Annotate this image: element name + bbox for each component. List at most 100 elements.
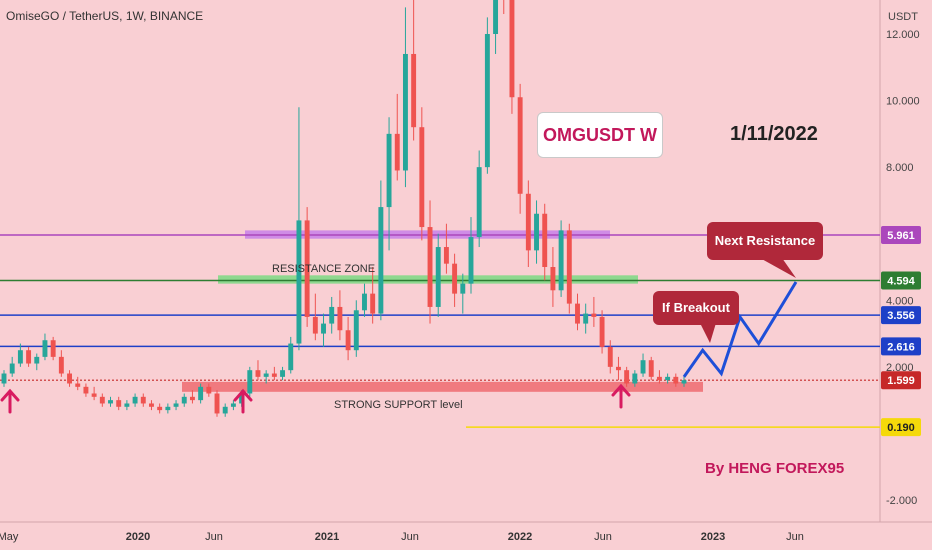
- candle: [247, 366, 253, 397]
- candle: [34, 353, 40, 371]
- author-credit: By HENG FOREX95: [705, 460, 844, 477]
- candle: [304, 207, 310, 327]
- candle: [378, 180, 384, 321]
- time-tick-label: Jun: [786, 531, 804, 543]
- candle: [427, 200, 433, 324]
- callout-if-breakout: If Breakout: [653, 291, 739, 343]
- time-tick-label: 2022: [508, 531, 532, 543]
- candle: [116, 396, 122, 411]
- candle: [640, 353, 646, 377]
- candle: [503, 0, 505, 15]
- candle: [67, 370, 72, 387]
- candle: [312, 293, 318, 341]
- candle: [108, 396, 113, 407]
- candle: [271, 366, 277, 381]
- time-tick-label: 2023: [701, 531, 725, 543]
- candle: [296, 107, 302, 351]
- candle: [198, 383, 204, 404]
- candle: [386, 117, 392, 251]
- candle: [616, 356, 621, 381]
- candle: [263, 370, 269, 384]
- candle: [132, 393, 138, 407]
- candle: [411, 0, 417, 141]
- candle: [591, 296, 597, 327]
- candle: [665, 373, 671, 384]
- candle: [452, 253, 458, 307]
- arrow-up-icon: [611, 383, 631, 409]
- price-tick-label: 4.000: [886, 295, 914, 307]
- candle: [17, 343, 23, 367]
- candle: [181, 393, 187, 407]
- candle: [583, 303, 589, 334]
- candle: [173, 400, 179, 411]
- level-tag: [881, 226, 921, 245]
- time-axis-ticks: May 2020 Jun 2021 Jun 2022 Jun 2023 Jun: [0, 531, 804, 543]
- level-tag: [881, 337, 921, 356]
- price-axis-unit: USDT: [888, 11, 918, 23]
- candle: [353, 300, 359, 357]
- candle: [656, 370, 662, 384]
- projection-line: [682, 281, 798, 378]
- price-level-tags: 5.961 4.594 3.556 2.616 1.599 0.190: [881, 226, 921, 437]
- zone-support: [182, 381, 703, 392]
- candle: [149, 400, 154, 411]
- candle: [222, 403, 228, 417]
- callout-next-resistance: Next Resistance: [707, 222, 823, 278]
- candle: [607, 340, 613, 374]
- next-resistance-label: Next Resistance: [715, 233, 815, 248]
- candle: [321, 313, 326, 347]
- candle: [83, 383, 89, 397]
- candle: [165, 403, 171, 414]
- candle: [50, 336, 56, 361]
- candle: [566, 223, 572, 314]
- candle: [75, 376, 81, 391]
- candle: [525, 180, 531, 267]
- time-tick-label: 2021: [315, 531, 339, 543]
- candle: [329, 296, 335, 334]
- candle: [435, 233, 441, 317]
- price-tick-label: 12.000: [886, 29, 920, 41]
- candle: [337, 290, 343, 341]
- candle: [419, 107, 425, 241]
- candle: [370, 267, 376, 324]
- candle: [558, 220, 564, 297]
- candle: [542, 203, 548, 281]
- time-tick-label: Jun: [594, 531, 612, 543]
- candle: [550, 247, 556, 307]
- candle: [648, 356, 654, 381]
- candle: [394, 93, 400, 181]
- candle: [140, 393, 146, 407]
- candle: [476, 150, 482, 248]
- price-tick-label: 10.000: [886, 96, 920, 108]
- candle: [575, 293, 580, 331]
- candle: [9, 356, 15, 377]
- candle: [460, 273, 466, 314]
- candle: [280, 366, 286, 381]
- annotation-date: 1/11/2022: [730, 123, 818, 145]
- resistance-zone-label: RESISTANCE ZONE: [272, 263, 375, 275]
- level-tag: [881, 371, 921, 390]
- level-tag-label: 1.599: [887, 375, 915, 387]
- candle: [58, 350, 64, 377]
- projection-path: [682, 281, 798, 378]
- candle: [534, 200, 539, 264]
- level-tag-label: 4.594: [887, 276, 915, 288]
- level-tag: [881, 271, 921, 290]
- candle: [288, 336, 294, 374]
- candle: [26, 346, 32, 367]
- level-tag-label: 0.190: [887, 422, 915, 434]
- candle: [42, 333, 48, 361]
- candle: [214, 390, 220, 417]
- ticker-box: OMGUSDT W: [537, 112, 663, 158]
- candle: [157, 403, 163, 414]
- candle: [673, 373, 679, 387]
- level-tag: [881, 306, 921, 325]
- level-tag-label: 2.616: [887, 341, 915, 353]
- candle: [599, 310, 605, 354]
- price-tick-label: 2.000: [886, 362, 914, 374]
- candle: [681, 376, 687, 387]
- level-tag: [881, 418, 921, 437]
- candle: [255, 360, 261, 381]
